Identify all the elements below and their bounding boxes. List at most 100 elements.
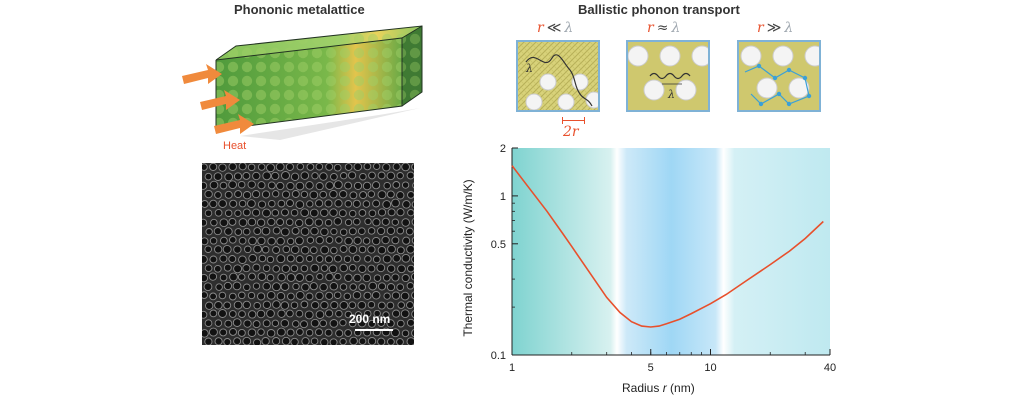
pore xyxy=(271,209,280,217)
pore xyxy=(266,255,275,264)
pore xyxy=(391,291,401,300)
pore xyxy=(329,338,338,345)
pore xyxy=(266,309,275,318)
pore xyxy=(334,254,342,263)
pore xyxy=(306,236,315,244)
pore xyxy=(372,255,381,264)
pore xyxy=(406,282,414,290)
pore xyxy=(252,263,261,272)
pore xyxy=(213,264,222,273)
pore xyxy=(411,236,414,244)
pore xyxy=(391,198,400,208)
pore xyxy=(391,236,400,245)
pore xyxy=(208,327,218,337)
pore xyxy=(362,181,372,191)
pore xyxy=(411,163,414,171)
heat-arrow-icon xyxy=(182,64,222,84)
pore xyxy=(310,226,319,236)
pore xyxy=(218,309,227,318)
pore xyxy=(377,208,387,217)
tile-large-pores xyxy=(737,40,821,112)
pore xyxy=(362,237,371,245)
heat-arrows xyxy=(182,64,254,134)
shadow xyxy=(240,108,420,140)
pore xyxy=(219,218,229,228)
pore xyxy=(411,217,414,226)
x-axis-label-prefix: Radius xyxy=(622,381,663,395)
x-tick-label: 5 xyxy=(648,362,654,374)
pore xyxy=(314,218,323,227)
pore xyxy=(391,273,400,282)
pore xyxy=(377,171,386,180)
pore xyxy=(204,245,212,253)
pore xyxy=(387,337,395,345)
pore xyxy=(290,301,299,309)
pore xyxy=(310,263,320,273)
pore xyxy=(243,319,252,328)
diameter-label: 2r xyxy=(563,124,579,140)
pore xyxy=(386,319,395,328)
pore xyxy=(247,291,256,300)
pore xyxy=(357,300,367,310)
pore xyxy=(294,236,304,246)
pore xyxy=(233,245,242,254)
x-axis-label: Radius r (nm) xyxy=(622,381,695,395)
pore xyxy=(228,217,237,226)
pore xyxy=(290,245,300,254)
pore xyxy=(309,208,319,218)
pore xyxy=(242,208,251,217)
pore xyxy=(258,254,267,263)
pore xyxy=(223,263,232,272)
pore xyxy=(386,301,395,310)
pore xyxy=(344,163,353,171)
pore xyxy=(247,217,257,227)
pore xyxy=(319,282,328,292)
pore xyxy=(223,281,233,291)
pore xyxy=(257,328,265,336)
pore xyxy=(377,282,387,291)
pore xyxy=(340,172,348,180)
pore xyxy=(262,208,271,218)
pore xyxy=(243,283,251,292)
pore xyxy=(344,181,353,190)
pore xyxy=(214,245,223,254)
pore xyxy=(287,292,295,301)
pore xyxy=(229,327,237,336)
transport-title: Ballistic phonon transport xyxy=(578,2,740,17)
pore xyxy=(348,171,357,180)
pore xyxy=(272,226,281,235)
pore xyxy=(412,182,414,189)
pore xyxy=(333,291,342,299)
pore xyxy=(272,337,281,345)
regime-lambda: λ xyxy=(564,20,574,36)
pore xyxy=(316,272,324,281)
pore xyxy=(401,181,410,189)
pore xyxy=(277,272,286,282)
heat-arrow-icon xyxy=(200,90,240,110)
pore xyxy=(218,199,227,208)
pore xyxy=(272,282,281,292)
pore xyxy=(353,236,362,245)
pore xyxy=(223,301,232,310)
regime-relation: ≫ xyxy=(766,20,782,36)
pore xyxy=(262,319,271,328)
pore xyxy=(368,209,377,218)
pore xyxy=(353,163,363,172)
pore xyxy=(271,171,280,181)
pore xyxy=(400,309,410,319)
pore xyxy=(338,209,347,218)
pore xyxy=(238,199,247,208)
pore xyxy=(281,171,290,180)
pore xyxy=(387,208,396,217)
pore xyxy=(242,300,251,310)
pore xyxy=(214,337,223,345)
pore xyxy=(325,163,334,171)
pore xyxy=(381,217,390,226)
tile-lambda-text: λ xyxy=(525,62,533,75)
pore xyxy=(319,190,328,199)
pore xyxy=(286,328,295,337)
pore xyxy=(204,172,213,181)
pore xyxy=(382,311,390,319)
pore xyxy=(244,245,252,254)
